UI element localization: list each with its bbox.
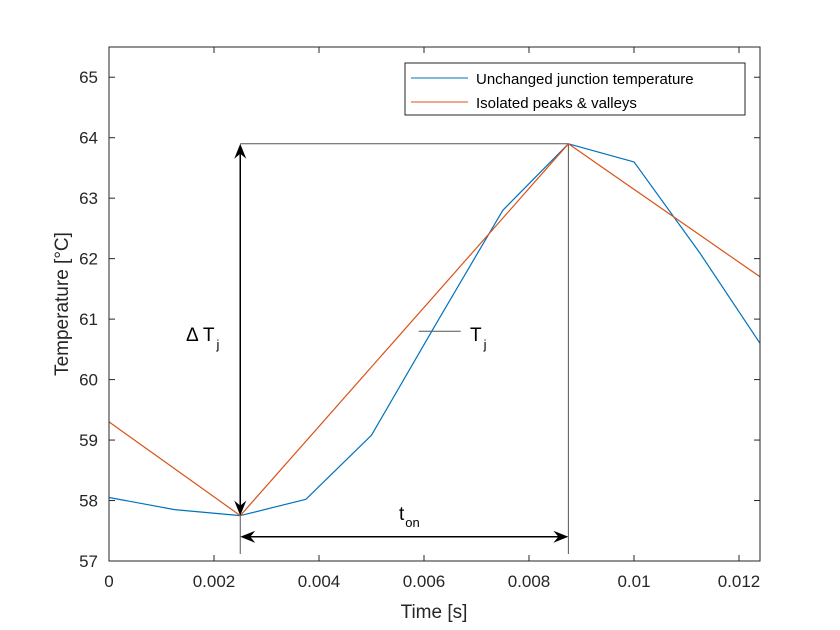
x-tick-label: 0.01 (617, 572, 650, 591)
y-tick-label: 60 (79, 371, 98, 390)
reference-lines (239, 143, 569, 554)
axes-box (108, 46, 761, 562)
x-axis: 0 0.002 0.004 0.006 0.008 0.01 0.012 (104, 47, 760, 591)
delta-tj-arrow-head-bottom (234, 500, 247, 516)
delta-tj-arrow-head-top (234, 143, 247, 159)
annotation-layer (234, 143, 569, 543)
legend-label-isolated: Isolated peaks & valleys (476, 95, 637, 112)
x-tick-label: 0.006 (403, 572, 446, 591)
legend-label-unchanged: Unchanged junction temperature (476, 71, 694, 88)
y-tick-label: 64 (79, 129, 98, 148)
y-axis: 57 58 59 60 61 62 63 64 65 (79, 68, 760, 571)
series-layer (108, 143, 761, 517)
x-tick-label: 0.008 (508, 572, 551, 591)
legend-box (404, 62, 746, 116)
x-tick-label: 0 (104, 572, 113, 591)
ton-arrow-head-right (553, 530, 569, 543)
y-tick-label: 62 (79, 250, 98, 269)
series-line-0 (108, 143, 761, 517)
x-tick-label: 0.004 (298, 572, 341, 591)
y-tick-label: 57 (79, 552, 98, 571)
plot-area (109, 47, 760, 561)
ton-arrow-head-left (240, 530, 256, 543)
y-tick-label: 59 (79, 431, 98, 450)
x-axis-label: Time [s] (401, 602, 468, 623)
y-tick-label: 65 (79, 68, 98, 87)
y-tick-label: 58 (79, 492, 98, 511)
x-tick-label: 0.002 (193, 572, 236, 591)
legend: Unchanged junction temperature Isolated … (404, 62, 746, 116)
series-line-1 (108, 143, 761, 517)
y-tick-label: 63 (79, 189, 98, 208)
ton-label: ton (399, 504, 420, 530)
x-tick-label: 0.012 (718, 572, 761, 591)
y-tick-label: 61 (79, 310, 98, 329)
y-axis-label: Temperature [°C] (52, 232, 73, 376)
